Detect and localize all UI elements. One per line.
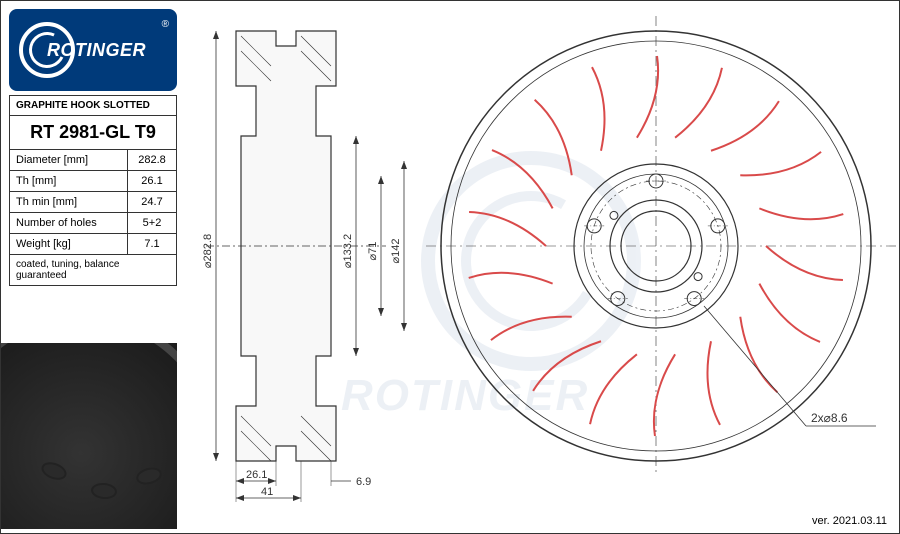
version-label: ver. 2021.03.11	[812, 515, 887, 527]
spec-row: Th min [mm] 24.7	[10, 192, 176, 213]
dim-thickness: 26.1	[246, 469, 267, 481]
spec-row: Diameter [mm] 282.8	[10, 150, 176, 171]
registered-icon: ®	[162, 19, 169, 30]
dim-flange: 6.9	[356, 476, 371, 488]
brand-name: ROTINGER	[47, 40, 146, 61]
dim-bore: ⌀71	[367, 242, 379, 261]
spec-value: 7.1	[128, 234, 176, 254]
spec-table: GRAPHITE HOOK SLOTTED RT 2981-GL T9 Diam…	[9, 95, 177, 286]
brand-logo: ROTINGER ®	[9, 9, 177, 91]
hole-callout: 2x⌀8.6	[811, 411, 848, 425]
spec-note: coated, tuning, balance guaranteed	[10, 255, 176, 285]
dim-outer-diameter: ⌀282.8	[202, 234, 214, 268]
dim-hub-diameter: ⌀133.2	[342, 234, 354, 268]
spec-label: Weight [kg]	[10, 234, 128, 254]
spec-label: Th [mm]	[10, 171, 128, 191]
spec-row: Number of holes 5+2	[10, 213, 176, 234]
spec-label: Th min [mm]	[10, 192, 128, 212]
front-view: 2x⌀8.6	[426, 16, 896, 476]
product-photo	[1, 343, 177, 529]
spec-value: 5+2	[128, 213, 176, 233]
spec-label: Number of holes	[10, 213, 128, 233]
spec-row: Weight [kg] 7.1	[10, 234, 176, 255]
side-view	[206, 31, 386, 461]
spec-value: 26.1	[128, 171, 176, 191]
spec-label: Diameter [mm]	[10, 150, 128, 170]
spec-value: 24.7	[128, 192, 176, 212]
technical-drawing: ⌀282.8 ⌀133.2 ⌀71 ⌀142 26.1 41 6.9	[186, 6, 896, 516]
dim-offset: 41	[261, 486, 273, 498]
dim-bolt-circle: ⌀142	[390, 239, 402, 264]
spec-value: 282.8	[128, 150, 176, 170]
part-number: RT 2981-GL T9	[10, 116, 176, 150]
spec-row: Th [mm] 26.1	[10, 171, 176, 192]
product-type: GRAPHITE HOOK SLOTTED	[10, 96, 176, 116]
